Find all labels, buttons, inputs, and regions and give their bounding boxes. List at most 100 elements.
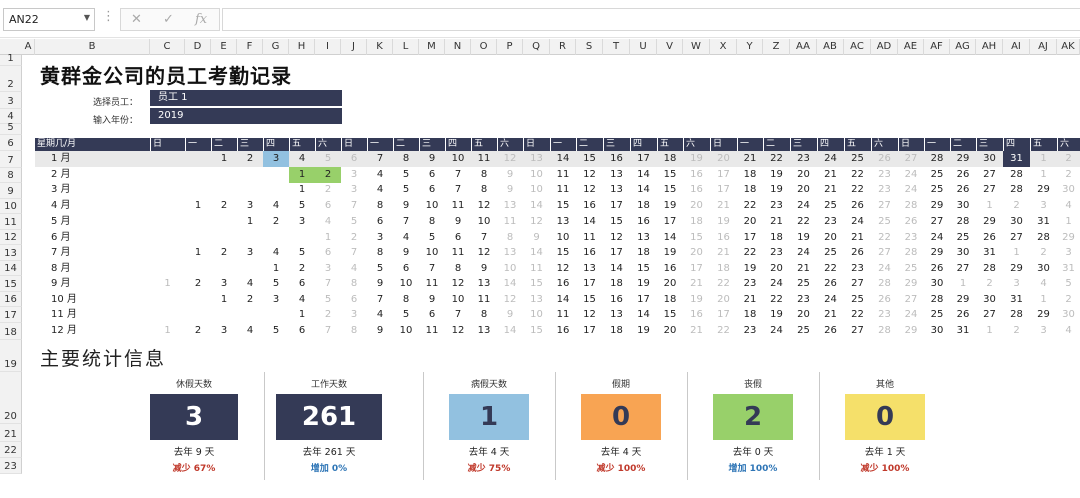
calendar-day-cell[interactable]: 31	[983, 247, 996, 258]
calendar-day-cell[interactable]: 5	[402, 169, 410, 180]
calendar-day-cell[interactable]: 11	[530, 263, 543, 274]
calendar-day-cell[interactable]: 16	[583, 247, 596, 258]
calendar-day-cell[interactable]: 6	[376, 216, 384, 227]
row-header-23[interactable]: 23	[0, 458, 22, 474]
calendar-day-cell[interactable]: 5	[272, 278, 280, 289]
calendar-day-cell[interactable]: 3	[1040, 200, 1047, 211]
calendar-day-cell[interactable]: 6	[402, 263, 410, 274]
calendar-day-cell[interactable]: 10	[451, 294, 465, 305]
calendar-day-cell[interactable]: 18	[637, 247, 650, 258]
calendar-day-cell[interactable]: 8	[376, 200, 384, 211]
column-header-b[interactable]: B	[35, 39, 150, 55]
calendar-day-cell[interactable]: 17	[743, 232, 757, 243]
calendar-day-cell[interactable]: 4	[298, 153, 306, 164]
calendar-day-cell[interactable]: 15	[663, 309, 677, 320]
calendar-day-cell[interactable]: 12	[477, 200, 491, 211]
calendar-day-cell[interactable]: 14	[503, 278, 517, 289]
calendar-day-cell[interactable]: 27	[1010, 232, 1023, 243]
calendar-day-cell[interactable]: 21	[717, 247, 730, 258]
calendar-day-cell[interactable]: 4	[376, 169, 384, 180]
calendar-day-cell[interactable]: 16	[583, 200, 596, 211]
row-header-20[interactable]: 20	[0, 372, 22, 424]
column-header-ae[interactable]: AE	[898, 39, 924, 55]
calendar-day-cell[interactable]: 8	[454, 263, 462, 274]
calendar-day-cell[interactable]: 29	[956, 294, 970, 305]
row-header-3[interactable]: 3	[0, 92, 22, 109]
calendar-day-cell[interactable]: 14	[503, 325, 517, 336]
calendar-day-cell[interactable]: 13	[477, 325, 491, 336]
calendar-day-cell[interactable]: 4	[272, 247, 280, 258]
calendar-day-cell[interactable]: 8	[480, 184, 488, 195]
calendar-day-cell[interactable]: 3	[1065, 247, 1072, 258]
calendar-day-cell[interactable]: 11	[425, 278, 439, 289]
calendar-day-cell[interactable]: 20	[717, 294, 730, 305]
calendar-day-cell[interactable]: 25	[930, 169, 944, 180]
calendar-day-cell[interactable]: 22	[851, 309, 864, 320]
calendar-day-cell[interactable]: 25	[851, 153, 864, 164]
calendar-day-cell[interactable]: 8	[506, 232, 514, 243]
calendar-day-cell[interactable]: 19	[663, 200, 677, 211]
calendar-day-cell[interactable]: 28	[1010, 169, 1023, 180]
calendar-day-cell[interactable]: 16	[690, 309, 703, 320]
calendar-day-cell[interactable]: 12	[610, 232, 623, 243]
column-header-q[interactable]: Q	[523, 39, 550, 55]
employee-select[interactable]: 员工 1	[150, 90, 342, 106]
calendar-day-cell[interactable]: 19	[770, 309, 783, 320]
enter-icon[interactable]: ✓	[163, 12, 174, 27]
calendar-day-cell[interactable]: 8	[480, 309, 488, 320]
calendar-day-cell[interactable]: 15	[637, 263, 650, 274]
row-header-12[interactable]: 12	[0, 230, 22, 245]
calendar-day-cell[interactable]: 6	[350, 153, 358, 164]
column-header-i[interactable]: I	[315, 39, 341, 55]
calendar-day-cell[interactable]: 16	[610, 153, 623, 164]
calendar-day-cell[interactable]: 22	[743, 200, 757, 211]
row-header-15[interactable]: 15	[0, 276, 22, 292]
calendar-day-cell[interactable]: 10	[530, 169, 543, 180]
calendar-day-cell[interactable]: 23	[878, 169, 891, 180]
calendar-day-cell[interactable]: 1	[324, 232, 332, 243]
calendar-day-cell[interactable]: 21	[743, 153, 757, 164]
row-header-11[interactable]: 11	[0, 214, 22, 230]
calendar-day-cell[interactable]: 4	[1065, 325, 1072, 336]
calendar-day-cell[interactable]: 2	[298, 263, 306, 274]
calendar-day-cell[interactable]: 30	[1062, 184, 1075, 195]
calendar-day-cell[interactable]: 12	[583, 184, 596, 195]
calendar-day-cell[interactable]: 21	[690, 325, 703, 336]
calendar-day-cell[interactable]: 27	[904, 294, 918, 305]
calendar-day-cell[interactable]: 5	[324, 153, 332, 164]
calendar-day-cell[interactable]: 23	[770, 200, 783, 211]
row-header-4[interactable]: 4	[0, 109, 22, 124]
column-header-w[interactable]: W	[683, 39, 710, 55]
calendar-day-cell[interactable]: 31	[1010, 294, 1023, 305]
calendar-day-cell[interactable]: 8	[376, 247, 384, 258]
column-header-k[interactable]: K	[367, 39, 393, 55]
calendar-day-cell[interactable]: 4	[246, 278, 254, 289]
calendar-day-cell[interactable]: 12	[503, 294, 517, 305]
calendar-day-cell[interactable]: 9	[506, 184, 514, 195]
calendar-day-cell[interactable]: 22	[717, 325, 730, 336]
calendar-day-cell[interactable]: 18	[743, 169, 757, 180]
calendar-day-cell[interactable]: 1	[1040, 169, 1047, 180]
calendar-day-cell[interactable]: 3	[272, 294, 280, 305]
column-header-m[interactable]: M	[419, 39, 445, 55]
calendar-day-cell[interactable]: 23	[743, 325, 757, 336]
calendar-day-cell[interactable]: 29	[904, 278, 918, 289]
calendar-day-cell[interactable]: 21	[770, 216, 783, 227]
row-header-17[interactable]: 17	[0, 307, 22, 323]
calendar-day-cell[interactable]: 16	[610, 294, 623, 305]
calendar-day-cell[interactable]: 3	[263, 151, 289, 167]
calendar-day-cell[interactable]: 13	[530, 153, 543, 164]
calendar-day-cell[interactable]: 19	[717, 216, 730, 227]
calendar-day-cell[interactable]: 9	[428, 294, 436, 305]
calendar-day-cell[interactable]: 2	[1065, 294, 1072, 305]
column-header-t[interactable]: T	[603, 39, 630, 55]
calendar-day-cell[interactable]: 20	[824, 232, 837, 243]
row-header-21[interactable]: 21	[0, 424, 22, 442]
calendar-day-cell[interactable]: 24	[797, 200, 810, 211]
calendar-day-cell[interactable]: 19	[690, 153, 703, 164]
calendar-day-cell[interactable]: 20	[663, 278, 677, 289]
calendar-day-cell[interactable]: 23	[851, 263, 864, 274]
calendar-day-cell[interactable]: 20	[797, 184, 810, 195]
calendar-day-cell[interactable]: 28	[904, 247, 918, 258]
calendar-day-cell[interactable]: 25	[878, 216, 891, 227]
